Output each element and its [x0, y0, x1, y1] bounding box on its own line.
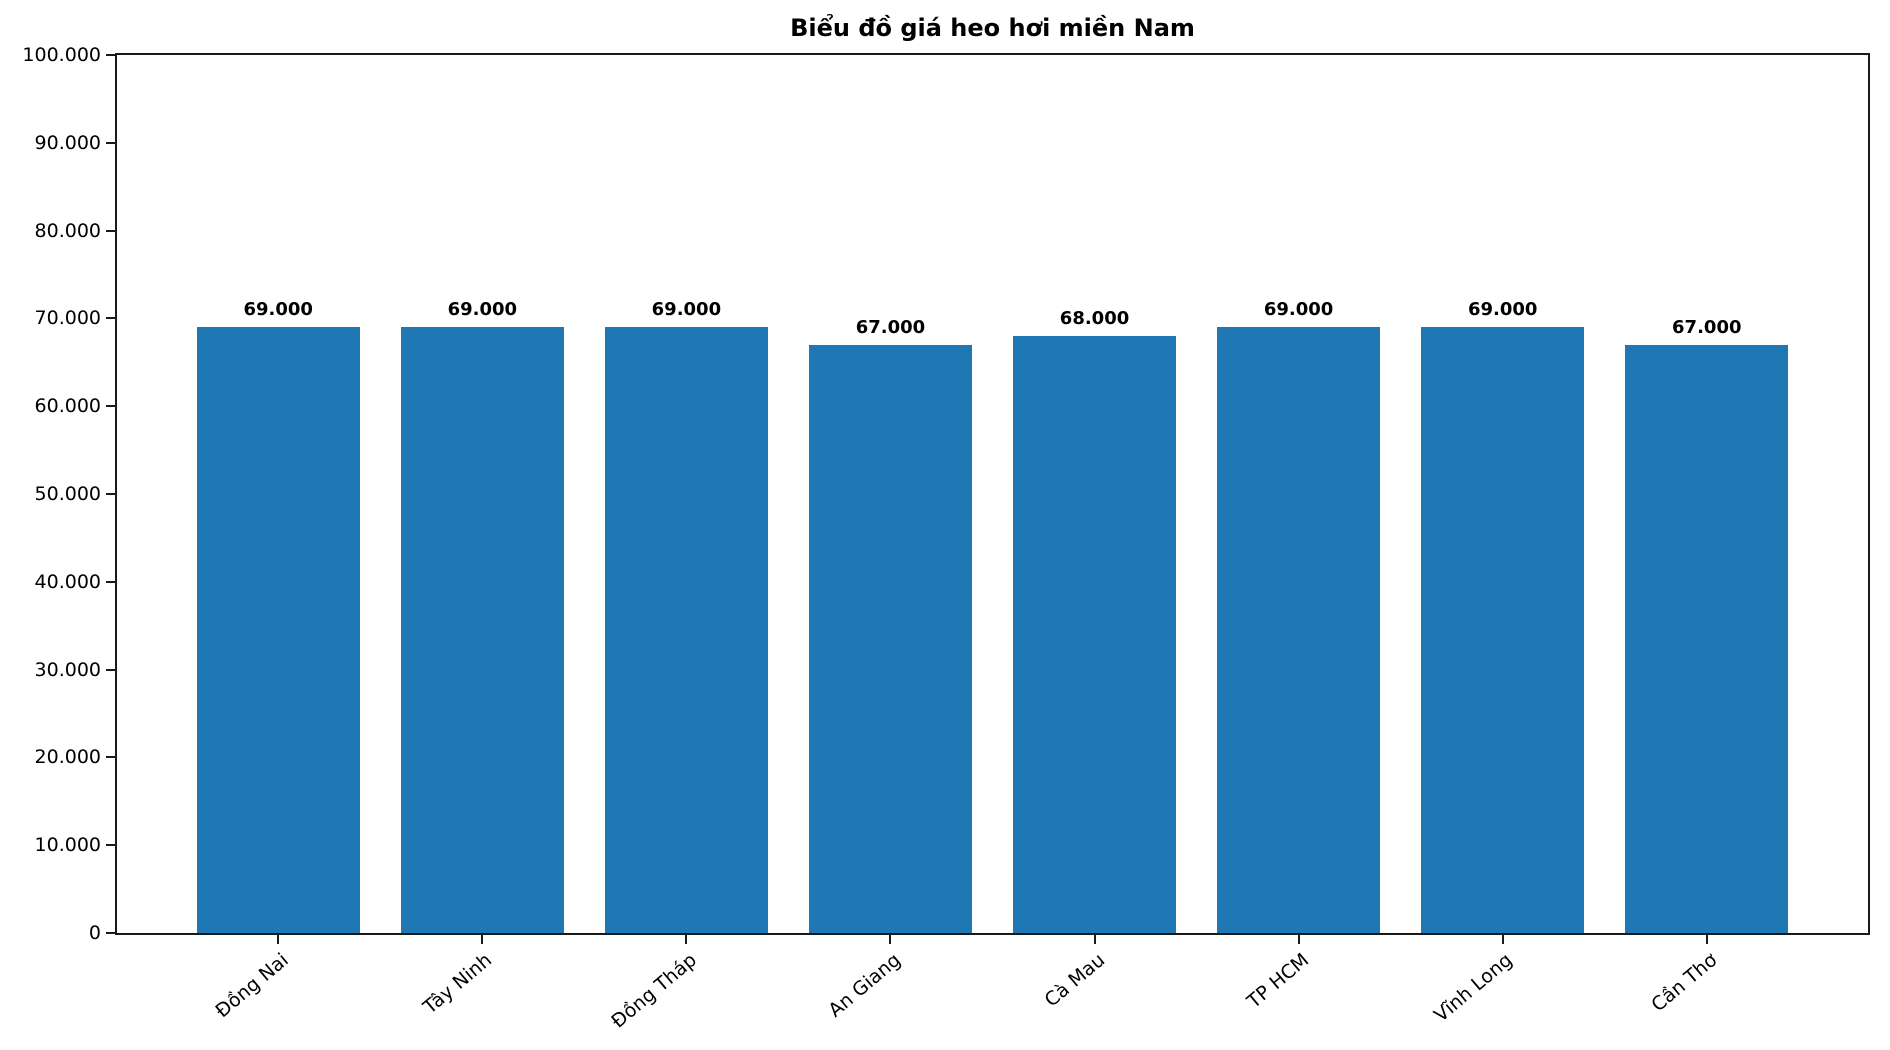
- x-tick-mark: [481, 935, 484, 944]
- y-tick-label: 70.000: [34, 307, 101, 330]
- y-tick-mark: [106, 54, 115, 56]
- bar-8: [1625, 344, 1789, 933]
- x-tick-label: An Giang: [823, 949, 905, 1022]
- x-tick-label: Đồng Nai: [211, 949, 293, 1023]
- x-tick-mark: [1705, 935, 1708, 944]
- bar-value-label: 69.000: [243, 299, 313, 321]
- y-tick-label: 10.000: [34, 834, 101, 857]
- y-tick-mark: [106, 405, 115, 408]
- bar-6: [1216, 327, 1381, 933]
- y-tick-mark: [106, 932, 115, 934]
- y-tick-mark: [106, 844, 115, 847]
- x-tick-label: TP HCM: [1242, 949, 1313, 1013]
- y-tick-mark: [106, 493, 115, 495]
- bar-value-label: 67.000: [1672, 316, 1742, 338]
- bar-3: [604, 327, 768, 933]
- y-tick-label: 30.000: [34, 658, 101, 681]
- y-axis: 0 10.000 20.000 30.000 40.000 50.000 60.000 70.…: [22, 44, 1868, 944]
- y-tick-mark: [106, 229, 115, 232]
- bar-value-label: 67.000: [855, 316, 926, 338]
- y-tick-mark: [106, 756, 115, 759]
- x-tick-label: Đồng Tháp: [606, 949, 701, 1033]
- x-tick-mark: [889, 935, 892, 944]
- y-tick-label: 20.000: [34, 746, 101, 769]
- bar-value-label: 69.000: [1467, 299, 1538, 321]
- y-tick-mark: [106, 317, 115, 320]
- y-tick-label: 0: [88, 922, 101, 944]
- x-tick-mark: [277, 935, 280, 944]
- bar-7: [1421, 327, 1585, 933]
- bar-1: [196, 327, 360, 933]
- x-tick-mark: [1297, 935, 1300, 944]
- x-tick-label: Cần Thơ: [1646, 949, 1721, 1017]
- bar-value-label: 69.000: [651, 299, 722, 321]
- y-tick-mark: [106, 141, 115, 144]
- plot-area: 0 10.000 20.000 30.000 40.000 50.000 60.000 70.…: [22, 44, 1870, 1033]
- bar-value-label: 69.000: [1263, 299, 1334, 321]
- bar-4: [808, 344, 973, 933]
- bars-layer: 69.000 69.000 69.000 67.000 68.000 69.000 69.0…: [117, 55, 1868, 933]
- y-tick-label: 80.000: [34, 219, 101, 242]
- x-axis: Đồng Nai Tây Ninh Đồng Tháp An Giang Cà Mau T…: [117, 55, 1868, 1033]
- bar-5: [1012, 335, 1177, 933]
- bar-2: [400, 327, 564, 933]
- x-tick-mark: [1501, 935, 1504, 944]
- y-tick-mark: [106, 668, 115, 671]
- x-tick-label: Cà Mau: [1040, 949, 1109, 1012]
- x-tick-label: Tây Ninh: [419, 949, 497, 1019]
- bar-value-label: 69.000: [447, 299, 518, 321]
- y-tick-label: 60.000: [34, 395, 101, 418]
- x-tick-label: Vĩnh Long: [1430, 949, 1517, 1027]
- x-tick-mark: [1093, 935, 1096, 944]
- y-tick-label: 50.000: [34, 483, 101, 505]
- y-tick-label: 40.000: [34, 570, 101, 593]
- y-tick-label: 100.000: [22, 44, 101, 66]
- y-tick-mark: [106, 580, 115, 583]
- chart-title: Biểu đồ giá heo hơi miền Nam: [790, 14, 1195, 42]
- x-tick-mark: [685, 935, 688, 944]
- y-tick-label: 90.000: [34, 131, 101, 154]
- bar-value-label: 68.000: [1059, 307, 1130, 329]
